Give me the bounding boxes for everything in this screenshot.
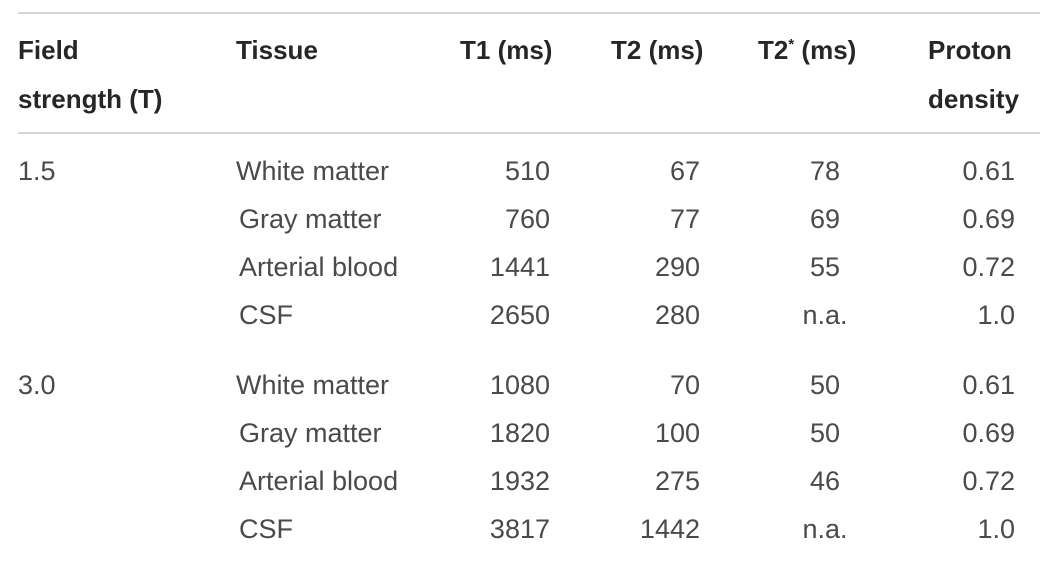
t1-cell: 1441 <box>489 252 550 282</box>
proton-density-cell: 1.0 <box>977 300 1015 330</box>
tissue-cell: Arterial blood <box>239 252 399 282</box>
t2-cell: 77 <box>669 204 700 234</box>
header-t2-star-superscript: * <box>788 36 795 53</box>
tissue-cell: CSF <box>239 300 293 330</box>
t2-cell: 1442 <box>639 514 700 544</box>
t2-star-cell: 69 <box>809 204 841 234</box>
table-top-rule <box>18 12 1040 14</box>
header-t2: T2 (ms) <box>611 35 704 65</box>
t2-star-cell: 50 <box>809 418 841 448</box>
header-t2-star-base: T2 <box>758 35 789 65</box>
t1-cell: 1932 <box>489 466 550 496</box>
t2-cell: 67 <box>669 156 700 186</box>
tissue-cell: White matter <box>236 370 390 400</box>
tissue-cell: Gray matter <box>239 204 382 234</box>
header-field-strength-line1: Field <box>18 35 79 65</box>
proton-density-cell: 1.0 <box>977 514 1015 544</box>
t1-cell: 1080 <box>489 370 550 400</box>
tissue-cell: White matter <box>236 156 390 186</box>
header-field-strength-line2: strength (T) <box>18 84 163 114</box>
header-t2-star-unit: (ms) <box>794 35 857 65</box>
proton-density-cell: 0.72 <box>962 466 1015 496</box>
tissue-cell: Arterial blood <box>239 466 399 496</box>
header-proton-density-line2: density <box>928 84 1020 114</box>
t2-star-cell: 50 <box>809 370 841 400</box>
tissue-cell: CSF <box>239 514 293 544</box>
tissue-cell: Gray matter <box>239 418 382 448</box>
field-strength-cell: 3.0 <box>18 370 56 400</box>
t2-cell: 70 <box>669 370 700 400</box>
t2-star-cell: 46 <box>809 466 841 496</box>
t2-star-cell: 55 <box>809 252 841 282</box>
t2-star-cell: 78 <box>809 156 841 186</box>
t2-star-cell: n.a. <box>802 300 848 330</box>
t2-cell: 100 <box>654 418 700 448</box>
proton-density-cell: 0.61 <box>962 156 1015 186</box>
t1-cell: 510 <box>504 156 550 186</box>
header-tissue: Tissue <box>236 35 318 65</box>
t2-cell: 275 <box>654 466 700 496</box>
header-t1: T1 (ms) <box>460 35 553 65</box>
header-proton-density-line1: Proton <box>928 35 1012 65</box>
t2-cell: 290 <box>654 252 700 282</box>
proton-density-cell: 0.61 <box>962 370 1015 400</box>
field-strength-cell: 1.5 <box>18 156 56 186</box>
header-t2-star: T2* (ms) <box>758 25 856 75</box>
t1-cell: 3817 <box>489 514 550 544</box>
t2-star-cell: n.a. <box>802 514 848 544</box>
proton-density-cell: 0.69 <box>962 204 1015 234</box>
t1-cell: 760 <box>504 204 550 234</box>
t1-cell: 1820 <box>489 418 550 448</box>
t2-cell: 280 <box>654 300 700 330</box>
proton-density-cell: 0.69 <box>962 418 1015 448</box>
t1-cell: 2650 <box>489 300 550 330</box>
proton-density-cell: 0.72 <box>962 252 1015 282</box>
header-bottom-rule <box>18 132 1040 134</box>
